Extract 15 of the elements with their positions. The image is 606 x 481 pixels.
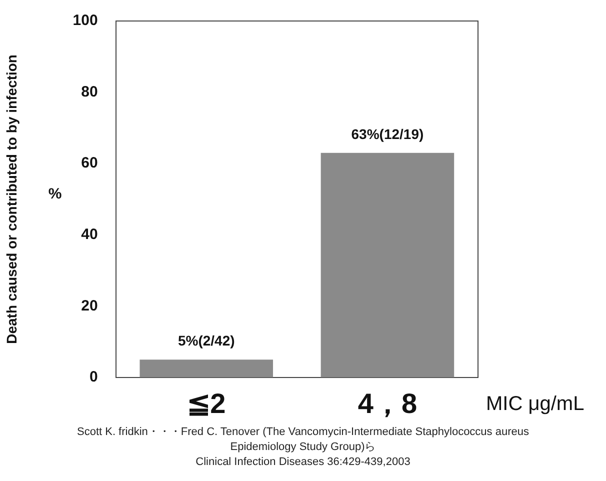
text: Epidemiology Study Group)ら bbox=[229, 440, 377, 455]
text: Clinical Infection Diseases 36:429-439,2003 bbox=[194, 455, 412, 470]
text: % bbox=[48, 185, 62, 202]
y-tick-label: 20 bbox=[81, 297, 98, 314]
y-tick-label: 80 bbox=[81, 83, 98, 100]
x-axis-title: MIC μg/mL bbox=[486, 392, 584, 415]
y-tick-label: 100 bbox=[72, 12, 98, 30]
y-axis-title: Death caused or contributed to by infection bbox=[3, 54, 20, 344]
data-label: 63%(12/19) bbox=[351, 126, 424, 142]
data-label: 5%(2/42) bbox=[178, 332, 235, 349]
y-tick-label: 40 bbox=[81, 226, 98, 243]
y-tick-label: 0 bbox=[89, 368, 98, 386]
x-tick-label: ≦2 bbox=[187, 388, 226, 419]
y-tick-label: 60 bbox=[81, 154, 98, 172]
x-tick-label: 4，8 bbox=[358, 388, 418, 419]
